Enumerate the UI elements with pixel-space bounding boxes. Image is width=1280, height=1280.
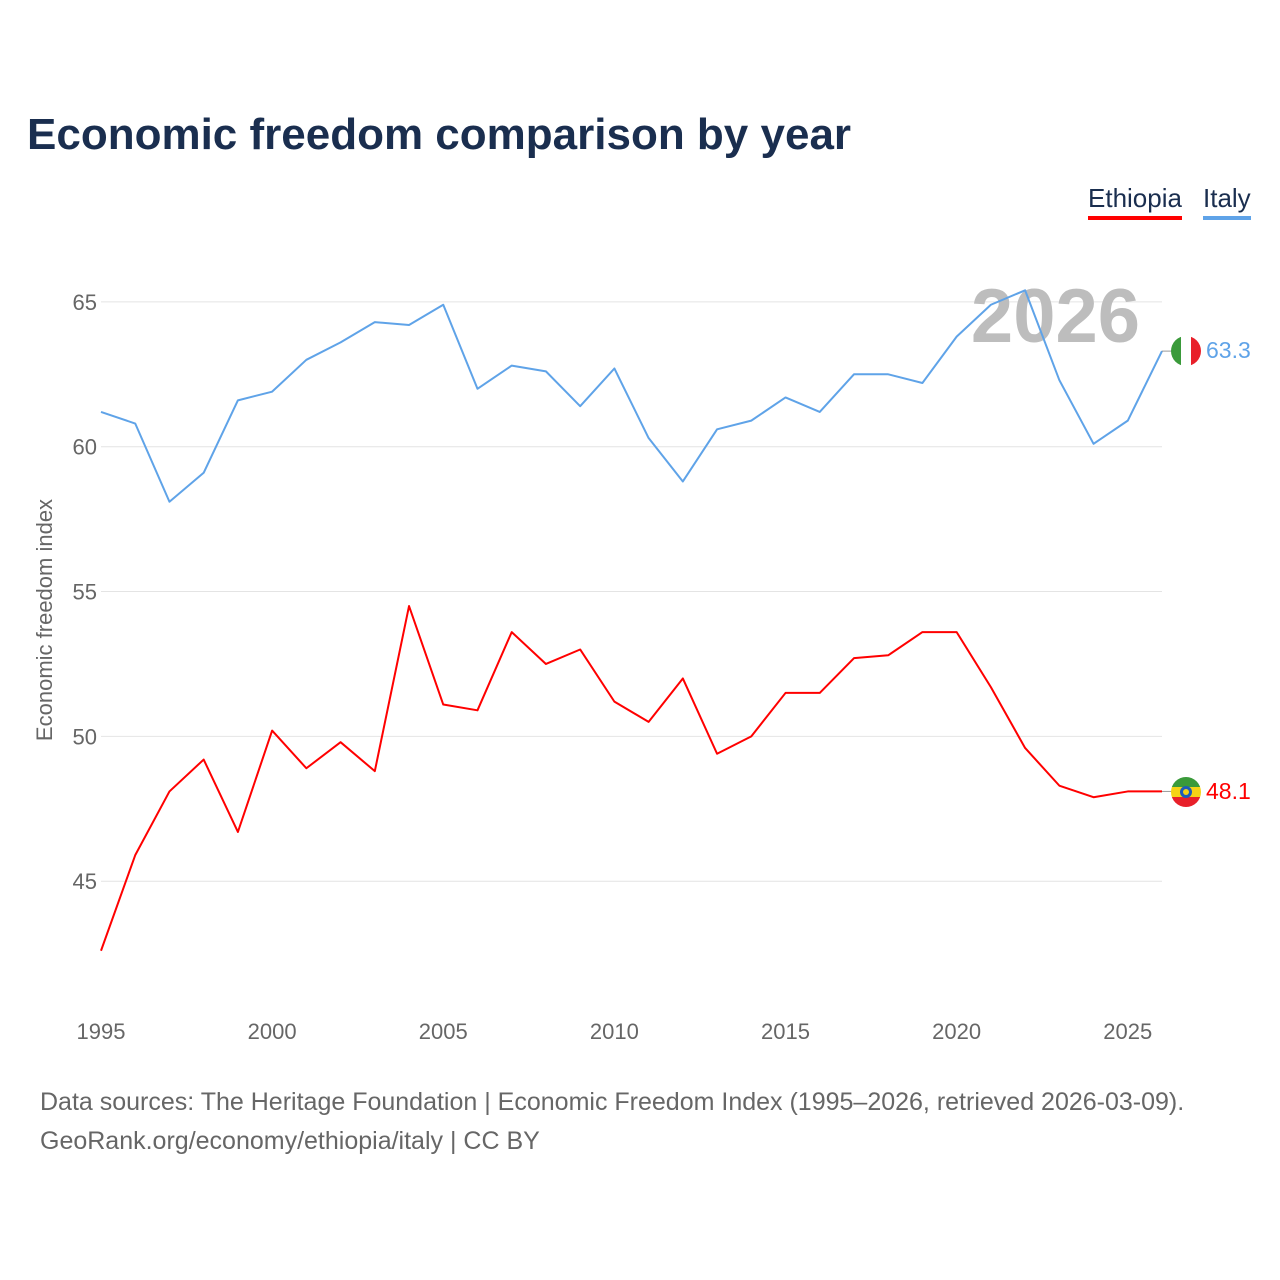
y-tick-label: 50	[73, 724, 97, 749]
x-tick-label: 2005	[419, 1019, 468, 1044]
ethiopia-flag-icon	[1171, 777, 1201, 807]
legend-ethiopia[interactable]: Ethiopia	[1088, 183, 1182, 220]
x-tick-label: 2015	[761, 1019, 810, 1044]
x-tick-label: 2025	[1103, 1019, 1152, 1044]
y-tick-label: 45	[73, 869, 97, 894]
y-tick-label: 65	[73, 290, 97, 315]
credit-link[interactable]: GeoRank.org/economy/ethiopia/italy | CC …	[40, 1127, 540, 1155]
italy-flag-icon	[1171, 336, 1201, 366]
chart-title: Economic freedom comparison by year	[27, 110, 852, 159]
x-tick-label: 2020	[932, 1019, 981, 1044]
y-axis-label: Economic freedom index	[32, 499, 57, 741]
italy-end-label: 63.3	[1206, 337, 1251, 363]
series-line-ethiopia	[100, 605, 1162, 952]
legend-italy[interactable]: Italy	[1203, 183, 1251, 220]
series-line-italy	[100, 289, 1163, 503]
source-note: Data sources: The Heritage Foundation | …	[40, 1088, 1185, 1116]
x-tick-label: 2010	[590, 1019, 639, 1044]
y-tick-label: 55	[73, 580, 97, 605]
y-tick-label: 60	[73, 435, 97, 460]
year-watermark: 2026	[971, 274, 1140, 359]
ethiopia-end-label: 48.1	[1206, 778, 1251, 804]
x-tick-label: 2000	[248, 1019, 297, 1044]
x-tick-label: 1995	[77, 1019, 126, 1044]
